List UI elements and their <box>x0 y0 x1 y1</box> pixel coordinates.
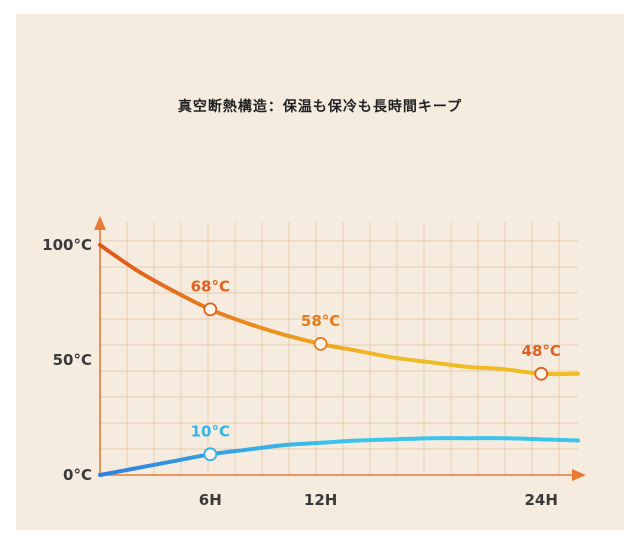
series-lines <box>98 243 580 477</box>
grid <box>100 222 578 475</box>
data-point-marker <box>313 336 328 351</box>
data-point-label: 10°C <box>191 422 230 440</box>
axes <box>94 216 586 481</box>
chart-title: 真空断熱構造：保温も保冷も長時間キープ <box>177 99 463 115</box>
data-point-marker <box>203 302 218 317</box>
y-tick-label: 100°C <box>42 236 92 254</box>
y-tick-label: 0°C <box>63 466 92 484</box>
data-point-label: 68°C <box>191 277 230 295</box>
x-tick-label: 12H <box>304 491 337 509</box>
series-line-1 <box>98 436 580 477</box>
y-axis-arrow <box>94 216 106 230</box>
x-tick-label: 24H <box>525 491 558 509</box>
data-point-marker <box>534 366 549 381</box>
data-point-label: 58°C <box>301 312 340 330</box>
x-tick-label: 6H <box>199 491 222 509</box>
tick-labels: 100°C 50°C 0°C 6H 12H 24H <box>42 236 558 509</box>
series-line-0 <box>98 243 580 377</box>
data-point-marker <box>203 447 218 462</box>
y-tick-label: 50°C <box>53 351 92 369</box>
data-point-label: 48°C <box>522 342 561 360</box>
x-axis-arrow <box>572 469 586 481</box>
data-points: 68°C 58°C 48°C 10°C <box>191 277 561 462</box>
